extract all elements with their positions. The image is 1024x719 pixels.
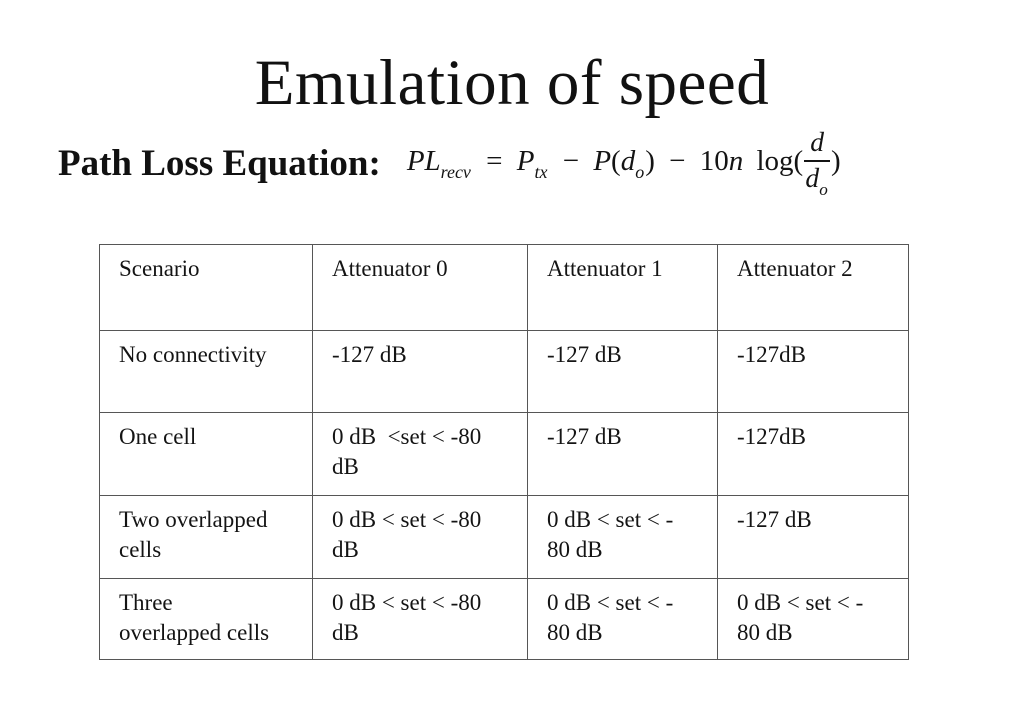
cell-attenuator-1: 0 dB < set < - 80 dB	[527, 578, 718, 660]
cell-scenario: No connectivity	[99, 330, 313, 413]
eq-pl: PL	[406, 145, 441, 178]
eq-frac-numerator: d	[804, 127, 830, 162]
path-loss-label: Path Loss Equation:	[58, 142, 381, 184]
eq-d: d	[620, 145, 636, 178]
table-row: No connectivity -127 dB -127 dB -127dB	[99, 330, 909, 413]
eq-ptx: P	[516, 145, 535, 178]
eq-coefficient: 10	[699, 145, 729, 178]
eq-log: log(	[756, 145, 804, 178]
eq-ptx-sub: tx	[534, 162, 548, 183]
header-attenuator-2: Attenuator 2	[717, 244, 909, 331]
eq-frac-denominator: d	[805, 161, 820, 193]
cell-scenario: One cell	[99, 412, 313, 496]
path-loss-section: Path Loss Equation: PLrecv = Ptx − P(do)…	[58, 127, 998, 199]
slide-title: Emulation of speed	[254, 47, 770, 119]
eq-equals: =	[486, 145, 503, 178]
eq-fraction: d do	[804, 127, 830, 198]
attenuator-scenario-table: Scenario Attenuator 0 Attenuator 1 Atten…	[99, 244, 909, 660]
eq-pl-sub: recv	[440, 162, 471, 183]
eq-n: n	[728, 145, 744, 178]
header-attenuator-0: Attenuator 0	[312, 244, 528, 331]
header-scenario: Scenario	[99, 244, 313, 331]
eq-minus-2: −	[669, 145, 686, 178]
cell-scenario: Three overlapped cells	[99, 578, 313, 660]
eq-minus-1: −	[562, 145, 580, 178]
table-row: Three overlapped cells 0 dB < set < -80 …	[99, 578, 909, 660]
eq-close: )	[830, 145, 841, 178]
cell-attenuator-0: 0 dB <set < -80 dB	[312, 412, 528, 496]
cell-scenario: Two overlapped cells	[99, 495, 313, 579]
table-header-row: Scenario Attenuator 0 Attenuator 1 Atten…	[99, 244, 909, 331]
eq-pdo: P	[593, 145, 612, 178]
eq-d-sub: o	[635, 162, 645, 183]
cell-attenuator-2: 0 dB < set < - 80 dB	[717, 578, 909, 660]
cell-attenuator-2: -127dB	[717, 412, 909, 496]
cell-attenuator-0: 0 dB < set < -80 dB	[312, 495, 528, 579]
cell-attenuator-0: -127 dB	[312, 330, 528, 413]
cell-attenuator-2: -127dB	[717, 330, 909, 413]
eq-open-paren: (	[611, 145, 621, 178]
path-loss-equation: PLrecv = Ptx − P(do) − 10n log(d do)	[406, 127, 841, 199]
cell-attenuator-1: -127 dB	[527, 412, 718, 496]
cell-attenuator-1: 0 dB < set < - 80 dB	[527, 495, 718, 579]
header-attenuator-1: Attenuator 1	[527, 244, 718, 331]
table-row: One cell 0 dB <set < -80 dB -127 dB -127…	[99, 412, 909, 496]
cell-attenuator-0: 0 dB < set < -80 dB	[312, 578, 528, 660]
cell-attenuator-2: -127 dB	[717, 495, 909, 579]
table-row: Two overlapped cells 0 dB < set < -80 dB…	[99, 495, 909, 579]
eq-close-paren: )	[645, 145, 655, 178]
cell-attenuator-1: -127 dB	[527, 330, 718, 413]
eq-frac-denominator-sub: o	[819, 179, 828, 199]
